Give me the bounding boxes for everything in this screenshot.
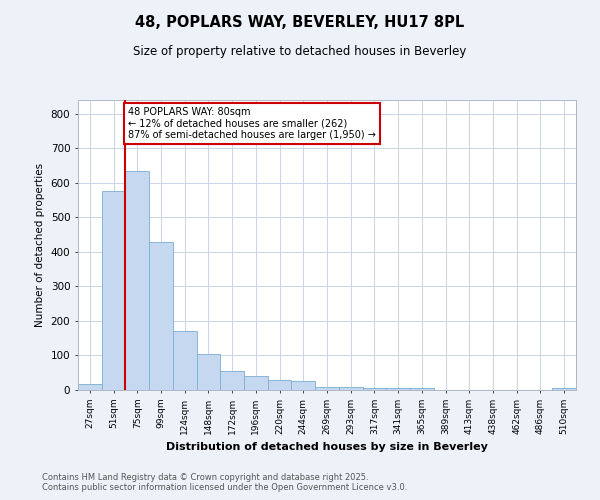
Text: 48 POPLARS WAY: 80sqm
← 12% of detached houses are smaller (262)
87% of semi-det: 48 POPLARS WAY: 80sqm ← 12% of detached … bbox=[128, 107, 376, 140]
Text: Size of property relative to detached houses in Beverley: Size of property relative to detached ho… bbox=[133, 45, 467, 58]
Bar bbox=[149, 242, 173, 390]
Bar bbox=[220, 371, 244, 390]
Bar bbox=[78, 384, 102, 390]
Bar bbox=[125, 171, 149, 390]
X-axis label: Distribution of detached houses by size in Beverley: Distribution of detached houses by size … bbox=[166, 442, 488, 452]
Bar bbox=[244, 376, 268, 390]
Bar bbox=[362, 388, 386, 390]
Bar bbox=[102, 192, 125, 390]
Bar bbox=[268, 380, 292, 390]
Bar bbox=[410, 388, 434, 390]
Bar bbox=[339, 387, 362, 390]
Bar bbox=[552, 388, 576, 390]
Text: 48, POPLARS WAY, BEVERLEY, HU17 8PL: 48, POPLARS WAY, BEVERLEY, HU17 8PL bbox=[136, 15, 464, 30]
Bar bbox=[315, 386, 339, 390]
Y-axis label: Number of detached properties: Number of detached properties bbox=[35, 163, 45, 327]
Text: Contains HM Land Registry data © Crown copyright and database right 2025.
Contai: Contains HM Land Registry data © Crown c… bbox=[42, 473, 407, 492]
Bar bbox=[292, 382, 315, 390]
Bar bbox=[197, 354, 220, 390]
Bar bbox=[386, 388, 410, 390]
Bar bbox=[173, 332, 197, 390]
